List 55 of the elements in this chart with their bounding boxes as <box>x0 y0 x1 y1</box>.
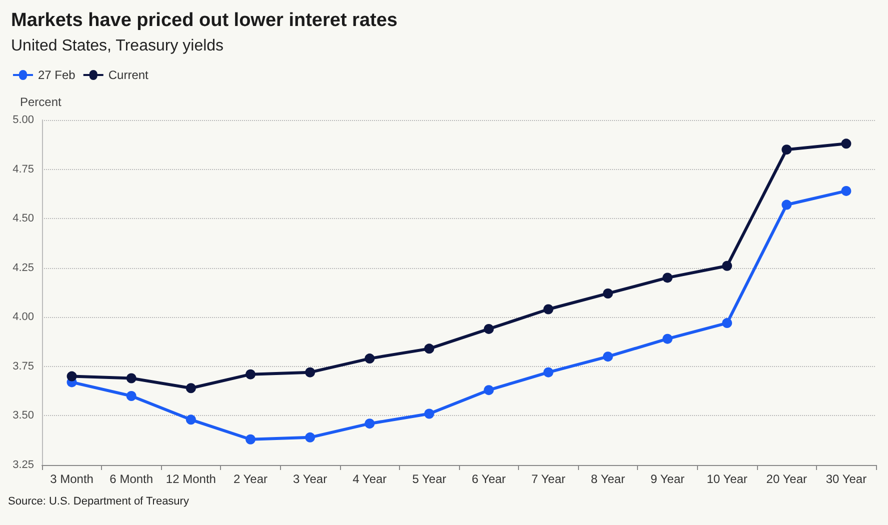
y-tick-label: 3.50 <box>12 410 34 422</box>
y-tick-label: 4.25 <box>12 262 34 274</box>
point <box>484 324 494 334</box>
x-tick-label: 12 Month <box>166 472 216 486</box>
y-axis-title: Percent <box>20 95 62 109</box>
x-tick-label: 3 Year <box>293 472 328 486</box>
y-tick-label: 3.75 <box>12 360 34 372</box>
point <box>424 344 434 354</box>
point <box>722 260 732 271</box>
y-tick-label: 5.00 <box>12 114 34 126</box>
point <box>424 408 434 419</box>
x-tick-label: 8 Year <box>590 472 625 486</box>
source-note: Source: U.S. Department of Treasury <box>8 496 190 508</box>
y-tick-label: 4.50 <box>12 212 34 225</box>
legend-label: Current <box>108 68 150 82</box>
point <box>246 434 256 444</box>
point <box>543 367 554 378</box>
point <box>841 138 852 149</box>
legend-label: 27 Feb <box>38 68 76 82</box>
point <box>126 391 136 401</box>
point <box>186 383 196 394</box>
chart-title: Markets have priced out lower interet rates <box>11 10 398 31</box>
x-tick-label: 20 Year <box>766 472 807 486</box>
point <box>722 318 732 328</box>
x-tick-label: 4 Year <box>352 472 387 486</box>
chart-subtitle: United States, Treasury yields <box>11 38 224 54</box>
point <box>602 352 613 362</box>
point <box>841 186 852 196</box>
x-tick-label: 6 Month <box>110 472 154 486</box>
point <box>662 272 672 283</box>
point <box>246 369 256 380</box>
point <box>66 371 77 382</box>
x-tick-label: 9 Year <box>650 472 685 486</box>
point <box>782 200 792 210</box>
point <box>126 373 136 384</box>
point <box>305 432 316 442</box>
point <box>186 414 196 425</box>
y-tick-label: 4.00 <box>12 311 34 324</box>
point <box>782 144 792 155</box>
x-tick-label: 5 Year <box>412 472 446 486</box>
x-tick-label: 3 Month <box>50 472 94 486</box>
x-tick-label: 30 Year <box>826 472 867 486</box>
point <box>364 418 375 429</box>
y-tick-label: 4.75 <box>12 163 34 176</box>
point <box>602 288 613 298</box>
point <box>484 385 494 396</box>
point <box>305 367 316 378</box>
y-tick-label: 3.25 <box>12 459 34 471</box>
point <box>543 304 554 314</box>
x-tick-label: 7 Year <box>531 472 566 486</box>
x-tick-label: 10 Year <box>706 472 748 486</box>
x-tick-label: 2 Year <box>233 472 268 486</box>
x-tick-label: 6 Year <box>472 472 506 486</box>
point <box>662 334 672 344</box>
point <box>364 354 375 364</box>
